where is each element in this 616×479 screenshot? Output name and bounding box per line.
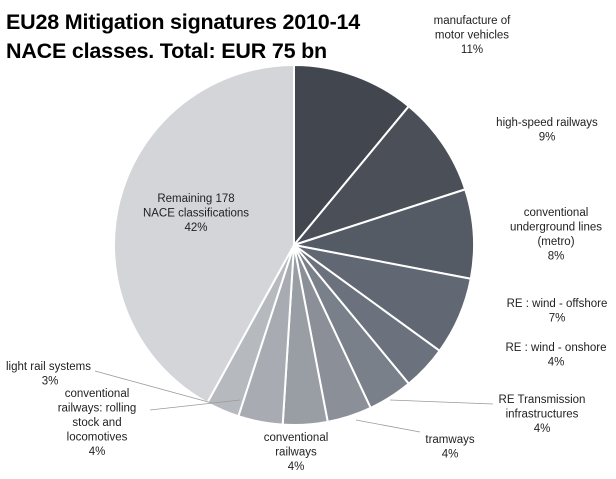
slice-label-11: Remaining 178 NACE classifications 42% — [143, 193, 249, 234]
slice-label-3: conventional underground lines (metro) 8% — [510, 207, 602, 263]
pie-slice-11 — [113, 64, 295, 404]
slice-name-label: RE : wind - onshore — [506, 342, 607, 354]
slice-name-label: Remaining 178 — [157, 193, 234, 205]
slice-label-6: RE Transmission infrastructures 4% — [499, 394, 586, 435]
slice-value-label: 7% — [549, 313, 566, 325]
slice-name-label: manufacture of — [434, 15, 512, 27]
leader-line-7 — [355, 419, 421, 433]
chart-title-line-2: NACE classes. Total: EUR 75 bn — [6, 39, 327, 63]
slice-label-4: RE : wind - offshore 7% — [507, 298, 608, 325]
slice-name-label: underground lines — [510, 222, 602, 234]
leader-line-9 — [149, 399, 241, 411]
slice-label-8: conventional railways 4% — [264, 432, 329, 473]
slice-value-label: 4% — [534, 423, 551, 435]
pie-slices — [113, 64, 475, 426]
slice-name-label: infrastructures — [506, 409, 579, 421]
slice-name-label: tramways — [425, 434, 474, 446]
slice-name-label: conventional — [524, 207, 589, 219]
slice-label-9: conventional railways: rolling stock and lo… — [58, 388, 137, 458]
slice-name-label: railways: rolling — [58, 403, 137, 415]
slice-value-label: 42% — [184, 222, 207, 234]
chart-title-line-1: EU28 Mitigation signatures 2010-14 — [6, 10, 361, 34]
slice-name-label: locomotives — [67, 432, 128, 444]
slice-label-7: tramways 4% — [425, 434, 474, 461]
slice-name-label: conventional — [264, 432, 329, 444]
slice-label-5: RE : wind - onshore 4% — [506, 342, 607, 369]
slice-value-label: 4% — [442, 449, 459, 461]
slice-label-10: light rail systems 3% — [6, 361, 91, 388]
leader-line-6 — [389, 399, 494, 405]
slice-label-1: manufacture of motor vehicles 11% — [434, 15, 512, 56]
slice-name-label: RE Transmission — [499, 394, 586, 406]
slice-value-label: 4% — [548, 357, 565, 369]
slice-value-label: 4% — [89, 446, 106, 458]
slice-name-label: stock and — [72, 417, 121, 429]
slice-value-label: 8% — [548, 251, 565, 263]
pie-slice-3 — [293, 188, 475, 280]
pie-slice-2 — [293, 105, 467, 246]
slice-value-label: 3% — [42, 376, 59, 388]
slice-value-label: 4% — [288, 461, 305, 473]
leader-line-10 — [94, 370, 213, 404]
slice-name-label: light rail systems — [6, 361, 91, 373]
slice-name-label: motor vehicles — [435, 30, 509, 42]
slice-value-label: 11% — [461, 44, 483, 56]
pie-slice-1 — [293, 64, 410, 246]
slice-name-label: high-speed railways — [496, 117, 598, 129]
slice-label-2: high-speed railways 9% — [496, 117, 598, 144]
slice-name-label: RE : wind - offshore — [507, 298, 608, 310]
slice-name-label: conventional — [65, 388, 130, 400]
slice-name-label: NACE classifications — [143, 208, 249, 220]
slice-name-label: (metro) — [537, 236, 574, 248]
slice-name-label: railways — [275, 447, 317, 459]
slice-value-label: 9% — [539, 132, 556, 144]
